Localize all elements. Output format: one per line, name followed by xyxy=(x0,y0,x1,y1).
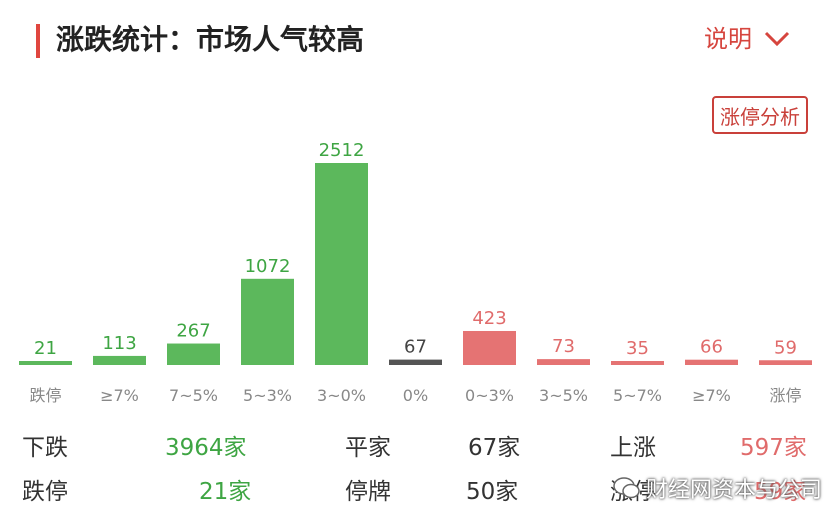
bar-9 xyxy=(685,359,738,365)
bar-value-label-8: 35 xyxy=(626,338,649,359)
bar-value-label-2: 267 xyxy=(176,321,210,342)
category-label-0: 跌停 xyxy=(29,386,61,405)
bar-value-label-6: 423 xyxy=(472,308,506,329)
bar-value-label-10: 59 xyxy=(774,337,797,358)
category-label-4: 3~0% xyxy=(317,386,366,405)
bar-3 xyxy=(241,278,294,365)
bar-4 xyxy=(315,163,368,365)
category-label-3: 5~3% xyxy=(243,386,292,405)
bar-value-label-9: 66 xyxy=(700,337,723,358)
bar-value-label-3: 1072 xyxy=(245,256,291,277)
halt-value: 50家 xyxy=(466,479,519,505)
category-label-1: ≥7% xyxy=(100,386,139,405)
wechat-icon xyxy=(613,477,640,499)
up-value: 597家 xyxy=(740,435,807,461)
bar-value-label-4: 2512 xyxy=(319,140,365,161)
bar-5 xyxy=(389,359,442,365)
category-label-10: 涨停 xyxy=(769,386,801,405)
flat-label: 平家 xyxy=(345,435,391,461)
category-label-7: 3~5% xyxy=(539,386,588,405)
bar-6 xyxy=(463,330,516,365)
explain-toggle[interactable]: 说明 xyxy=(704,22,790,56)
limit-down-value: 21家 xyxy=(199,479,252,505)
explain-label: 说明 xyxy=(704,25,752,53)
distribution-bar-chart: 21 跌停 113 ≥7% 267 7~5% 1072 5~3% 2512 3~0% 67 0% 423… xyxy=(19,140,812,405)
page-title: 涨跌统计：市场人气较高 xyxy=(56,23,365,56)
limit-up-analysis-button[interactable]: 涨停分析 xyxy=(712,96,808,134)
flat-value: 67家 xyxy=(468,435,521,461)
category-label-9: ≥7% xyxy=(692,386,731,405)
bar-value-label-0: 21 xyxy=(34,338,57,359)
halt-label: 停牌 xyxy=(345,479,391,505)
up-label: 上涨 xyxy=(610,435,656,461)
title-accent-bar xyxy=(36,24,40,58)
category-label-6: 0~3% xyxy=(465,386,514,405)
category-label-8: 5~7% xyxy=(613,386,662,405)
down-label: 下跌 xyxy=(22,435,68,461)
chevron-down-icon xyxy=(764,31,790,47)
bar-0 xyxy=(19,361,72,365)
bar-value-label-1: 113 xyxy=(102,333,136,354)
watermark-text: 财经网资本与公司 xyxy=(646,478,823,503)
limit-up-value: 59家 xyxy=(754,479,807,505)
bar-value-label-5: 67 xyxy=(404,337,427,358)
watermark: 财经网资本与公司 xyxy=(612,472,822,504)
bar-value-label-7: 73 xyxy=(552,336,575,357)
category-label-2: 7~5% xyxy=(169,386,218,405)
bar-7 xyxy=(537,359,590,365)
limit-down-label: 跌停 xyxy=(22,479,68,505)
bar-10 xyxy=(759,360,812,365)
stats-summary: 下跌 3964家 平家 67家 上涨 597家 跌停 21家 停牌 50家 涨停… xyxy=(0,428,828,523)
bar-1 xyxy=(93,355,146,365)
bar-2 xyxy=(167,343,220,365)
down-value: 3964家 xyxy=(165,435,247,461)
bar-8 xyxy=(611,361,664,365)
category-label-5: 0% xyxy=(403,386,428,405)
